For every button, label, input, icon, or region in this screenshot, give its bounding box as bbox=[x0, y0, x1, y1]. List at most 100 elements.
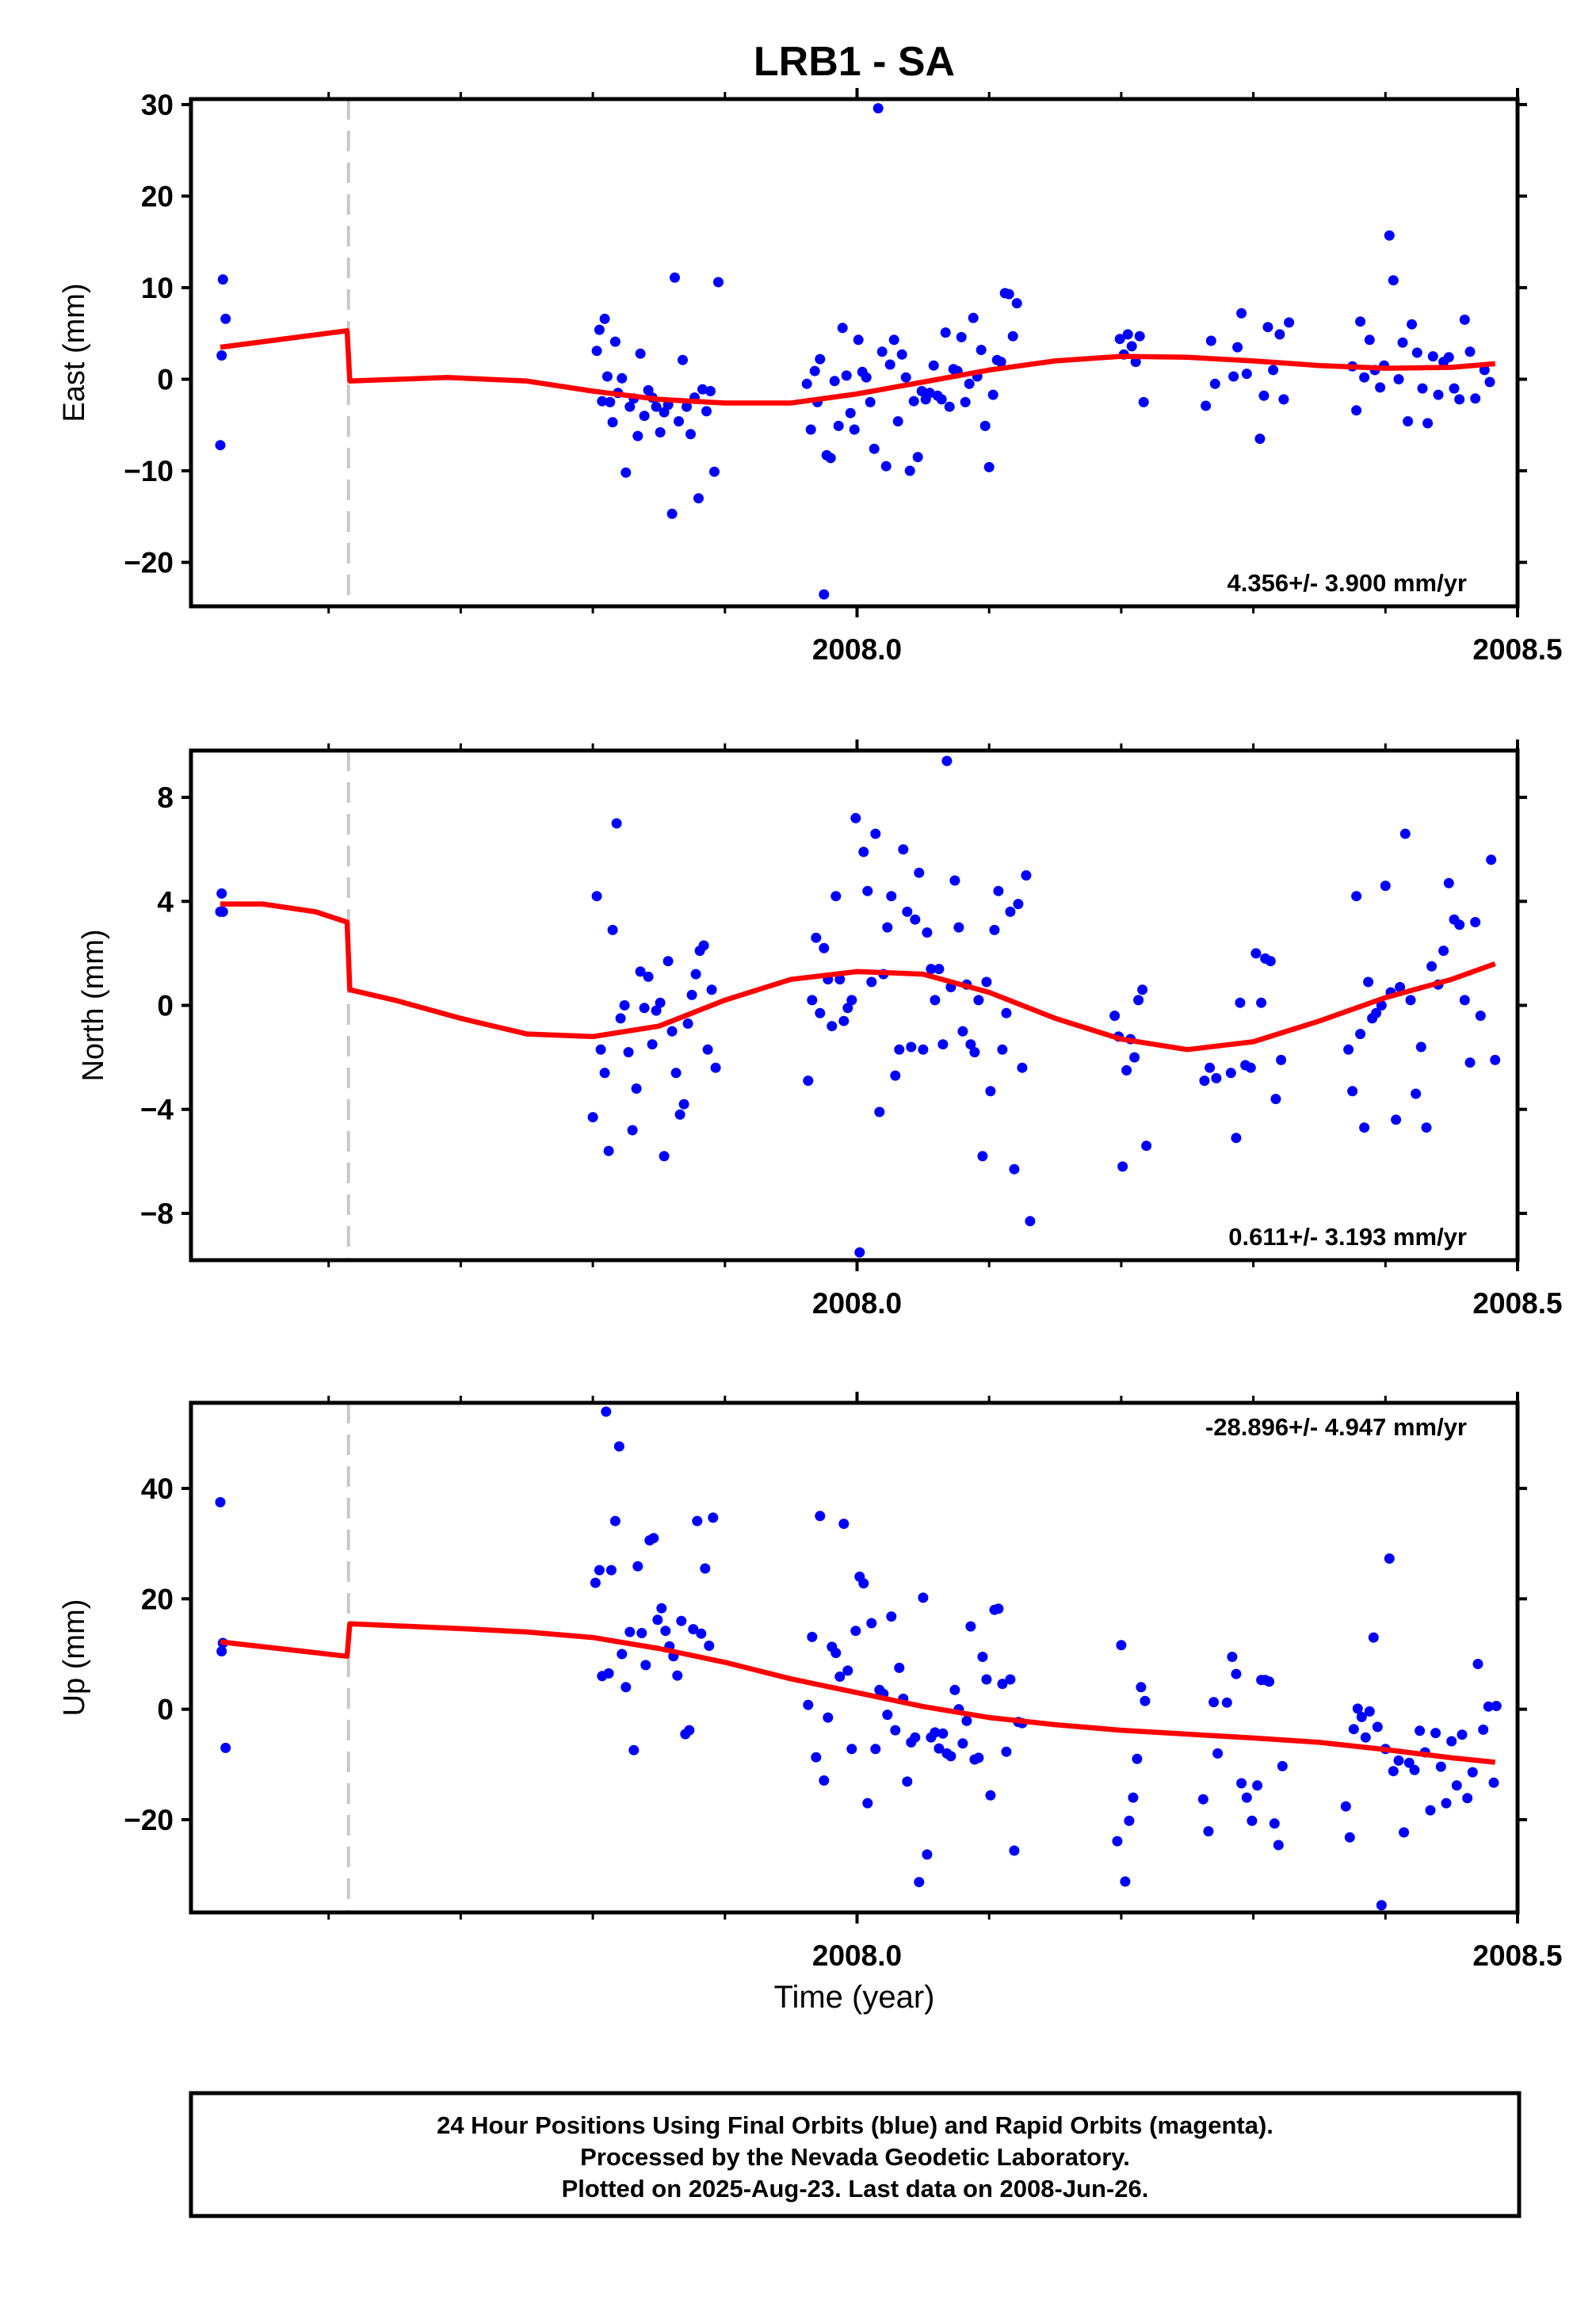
data-point bbox=[1277, 1760, 1288, 1771]
data-point bbox=[1209, 378, 1220, 389]
data-point bbox=[890, 1070, 901, 1081]
data-point bbox=[1236, 1778, 1247, 1789]
data-point bbox=[880, 460, 892, 472]
data-point bbox=[882, 1710, 893, 1721]
data-point bbox=[591, 346, 602, 357]
data-point bbox=[1388, 275, 1399, 286]
data-point bbox=[993, 885, 1004, 896]
data-point bbox=[692, 1515, 703, 1526]
y-tick-label: 8 bbox=[157, 781, 174, 814]
data-point bbox=[611, 818, 622, 829]
data-point bbox=[1128, 1792, 1139, 1803]
data-point bbox=[631, 1083, 642, 1094]
data-point bbox=[636, 1628, 647, 1638]
data-point bbox=[934, 964, 945, 975]
data-point bbox=[807, 995, 818, 1006]
data-point bbox=[930, 995, 941, 1006]
data-point bbox=[1344, 1832, 1355, 1843]
data-point bbox=[1459, 314, 1470, 325]
data-point bbox=[841, 370, 852, 381]
data-point bbox=[623, 1047, 634, 1058]
data-point bbox=[1005, 906, 1016, 917]
data-point bbox=[870, 828, 881, 839]
x-tick-label: 2008.5 bbox=[1472, 633, 1562, 666]
data-point bbox=[1225, 1068, 1236, 1079]
data-point bbox=[890, 1725, 901, 1736]
data-point bbox=[617, 1649, 628, 1660]
data-point bbox=[819, 1775, 830, 1786]
model-curve bbox=[220, 328, 1495, 406]
data-point bbox=[902, 1776, 913, 1787]
data-point bbox=[605, 1565, 617, 1576]
data-point bbox=[697, 384, 708, 395]
data-point bbox=[660, 1626, 671, 1637]
data-point bbox=[833, 420, 844, 431]
data-point bbox=[1126, 341, 1137, 352]
data-point bbox=[858, 1578, 869, 1589]
data-point bbox=[662, 956, 674, 967]
data-point bbox=[639, 411, 650, 422]
data-point bbox=[603, 1145, 614, 1156]
y-tick-label: 20 bbox=[141, 180, 174, 212]
data-point bbox=[997, 1679, 1008, 1690]
data-point bbox=[1384, 230, 1395, 241]
data-point bbox=[969, 1047, 980, 1058]
data-point bbox=[1001, 1746, 1012, 1757]
data-point bbox=[846, 995, 857, 1006]
data-point bbox=[908, 395, 919, 407]
data-point bbox=[709, 466, 720, 477]
data-point bbox=[1478, 1724, 1489, 1735]
velocity-rate-label: 0.611+/- 3.193 mm/yr bbox=[1228, 1223, 1467, 1251]
data-point bbox=[968, 312, 979, 323]
data-point bbox=[870, 1744, 881, 1755]
data-point bbox=[1132, 1753, 1143, 1764]
data-point bbox=[624, 1626, 636, 1637]
data-point bbox=[1355, 1029, 1366, 1040]
data-point bbox=[858, 846, 869, 858]
data-point bbox=[1391, 1114, 1402, 1125]
data-point bbox=[926, 964, 937, 975]
data-point bbox=[1488, 1777, 1499, 1788]
y-tick-label: −20 bbox=[124, 547, 174, 579]
data-point bbox=[605, 396, 616, 407]
data-point bbox=[1205, 335, 1216, 346]
data-point bbox=[690, 969, 701, 980]
data-point bbox=[1265, 956, 1276, 967]
data-point bbox=[1109, 1011, 1121, 1022]
data-point bbox=[1405, 995, 1416, 1006]
data-point bbox=[1001, 1007, 1012, 1018]
data-point bbox=[1017, 1062, 1028, 1073]
data-point bbox=[1284, 317, 1295, 328]
data-point bbox=[846, 1744, 857, 1755]
data-point bbox=[1384, 1553, 1395, 1564]
data-point bbox=[1359, 1122, 1370, 1133]
data-point bbox=[1025, 1216, 1036, 1227]
data-point bbox=[961, 1715, 972, 1726]
data-point bbox=[941, 755, 953, 766]
y-tick-label: 0 bbox=[157, 364, 174, 396]
data-point bbox=[1021, 870, 1032, 881]
data-point bbox=[1228, 371, 1239, 382]
data-point bbox=[1395, 982, 1406, 992]
footer-line-processed: Processed by the Nevada Geodetic Laborat… bbox=[580, 2143, 1130, 2171]
data-point bbox=[686, 989, 697, 1000]
data-point bbox=[937, 1039, 949, 1050]
data-point bbox=[981, 976, 992, 988]
data-point bbox=[1278, 394, 1289, 405]
data-point bbox=[928, 360, 939, 371]
data-point bbox=[702, 1044, 713, 1055]
data-point bbox=[949, 875, 960, 886]
data-point bbox=[1462, 1793, 1473, 1804]
data-point bbox=[866, 1618, 877, 1629]
y-tick-label: −10 bbox=[124, 455, 174, 487]
y-axis-label: North (mm) bbox=[77, 929, 110, 1081]
panel-frame bbox=[189, 97, 1520, 609]
data-point bbox=[922, 1849, 933, 1860]
footer-box: 24 Hour Positions Using Final Orbits (bl… bbox=[189, 2091, 1522, 2218]
data-point bbox=[1241, 1792, 1252, 1803]
y-tick-label: 40 bbox=[141, 1473, 174, 1505]
data-point bbox=[886, 1611, 897, 1622]
data-point bbox=[945, 1751, 956, 1762]
data-point bbox=[1009, 1845, 1020, 1856]
data-point bbox=[1121, 1065, 1132, 1075]
